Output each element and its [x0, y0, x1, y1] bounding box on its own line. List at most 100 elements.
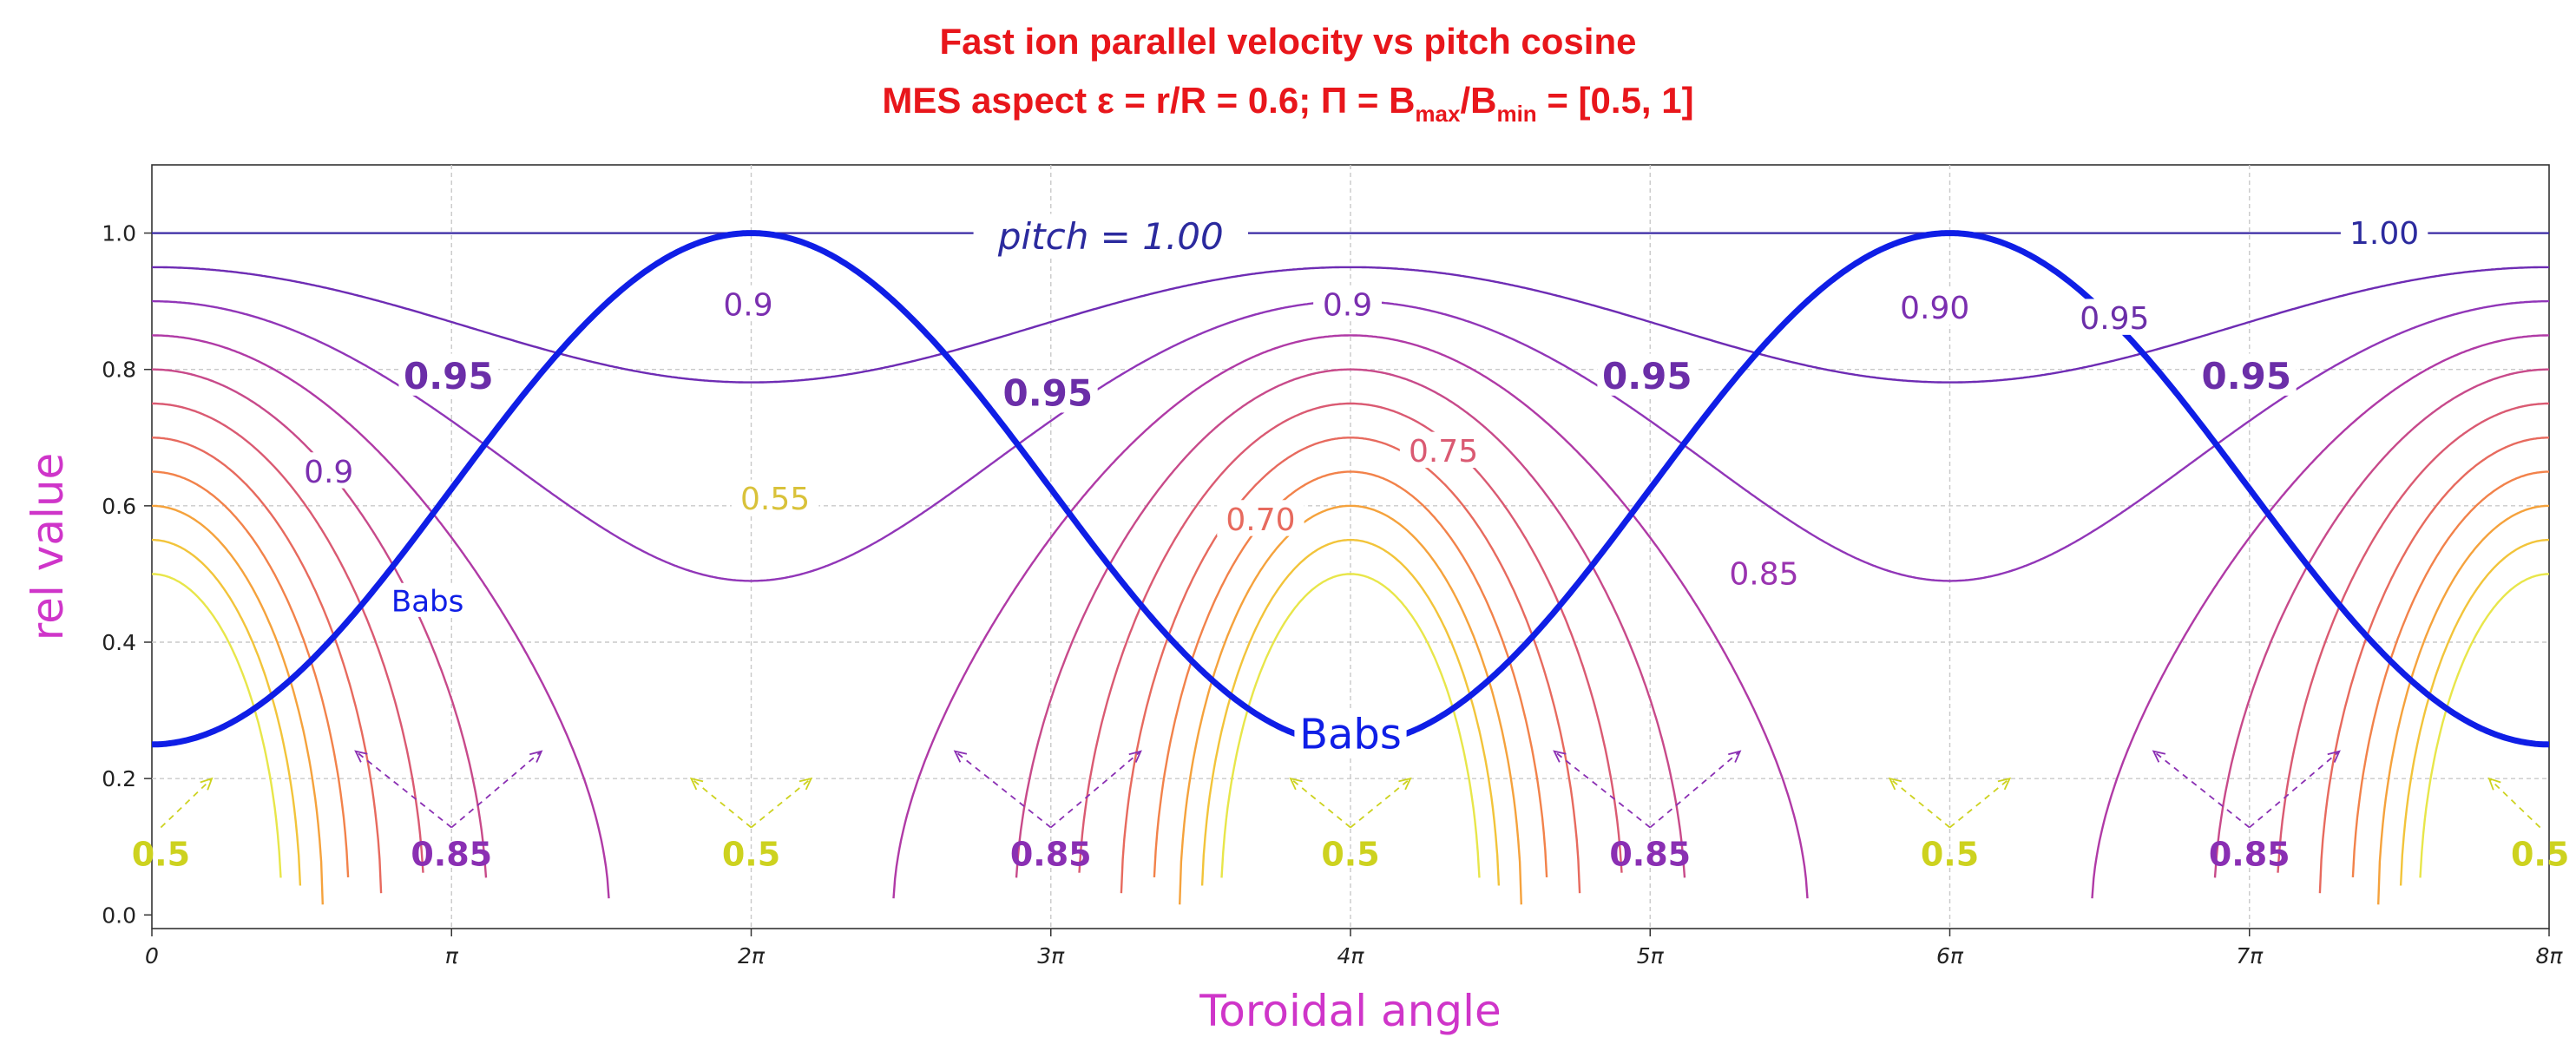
annotation-arrow-line	[954, 751, 1052, 829]
contour-label-bg	[398, 353, 499, 396]
annotation-label: 0.5	[1921, 836, 1979, 874]
pitch-contour-line	[2091, 334, 2549, 899]
contour-label-bg	[1217, 500, 1304, 536]
y-tick-label: 1.0	[102, 221, 136, 246]
axis-ticks: 0 π 2π 3π 4π 5π 6π 7π 8π 0.0 0.2 0.4 0.6 0.8 1.0	[102, 221, 2563, 968]
pitch-contour-line	[152, 334, 610, 899]
contour-labels: pitch = 1.00 1.00 0.9 0.9 0.90 0.95 0.95 0.95 0.…	[294, 213, 2428, 758]
annotation-arrow-head	[1728, 750, 1742, 763]
chart-subtitle: MES aspect ε = r/R = 0.6; Π = Bmax/Bmin …	[882, 80, 1693, 127]
pitch-contour-line	[2351, 470, 2549, 877]
pitch-contour-line	[2277, 402, 2549, 873]
y-tick-label: 0.8	[102, 358, 136, 383]
annotation-label: 0.85	[1010, 836, 1092, 874]
x-tick-label: 2π	[738, 943, 766, 968]
annotation-arrow-line	[1889, 778, 1951, 829]
annotation-arrow-line	[750, 778, 812, 829]
annotation-label: 0.85	[2209, 836, 2290, 874]
y-tick-label: 0.0	[102, 903, 136, 928]
pitch-contour-line	[1153, 470, 1548, 877]
annotation-arrow-line	[2249, 751, 2340, 829]
annotation-arrow-line	[690, 778, 752, 829]
contour-label-bg	[1399, 431, 1488, 469]
y-tick-label: 0.6	[102, 494, 136, 519]
annotation-arrow-line	[1290, 778, 1351, 829]
x-tick-label: 5π	[1637, 943, 1665, 968]
pitch-contour-line	[152, 504, 324, 905]
x-tick-label: 4π	[1337, 943, 1365, 968]
y-tick-label: 0.2	[102, 766, 136, 791]
annotation-arrow-line	[2152, 751, 2251, 829]
y-tick-label: 0.4	[102, 630, 136, 655]
annotation-arrow-head	[2327, 750, 2341, 763]
contour-label-bg	[1294, 708, 1407, 757]
contour-label-bg	[1597, 353, 1698, 396]
contour-label: Babs	[391, 584, 463, 619]
annotation-arrow-line	[1948, 778, 2011, 829]
contour-label: 0.75	[1409, 434, 1478, 469]
annotation-arrows: 0.5 0.85 0.5 0.85 0.5 0.85 0.5 0.85 0.5	[132, 750, 2569, 874]
pitch-contour-line	[1220, 573, 1481, 878]
pitch-contour-line	[2213, 368, 2549, 878]
pitch-contour-line	[2419, 573, 2549, 878]
contour-label-bg	[2340, 213, 2428, 250]
annotation-label: 0.5	[722, 836, 780, 874]
contour-label: 0.9	[1323, 287, 1372, 323]
annotation-arrow-head	[1553, 750, 1567, 763]
contour-label: 0.55	[740, 482, 810, 517]
y-axis-label: rel value	[23, 453, 73, 641]
x-tick-label: π	[445, 943, 459, 968]
annotation-arrow-head	[798, 777, 813, 791]
contour-label-bg	[997, 371, 1098, 413]
contour-label-bg	[2071, 299, 2159, 335]
contour-label-bg	[2196, 353, 2297, 396]
annotation-arrow-head	[354, 750, 368, 763]
annotation-arrow-head	[1128, 750, 1142, 763]
annotation-label: 0.5	[132, 836, 190, 874]
contour-label-bg	[385, 582, 470, 617]
annotation-arrow-line	[450, 751, 542, 829]
contour-label-bg	[713, 285, 783, 322]
pitch-contour-line	[152, 470, 350, 877]
annotation-arrow-line	[355, 751, 452, 829]
x-tick-label: 7π	[2236, 943, 2264, 968]
chart-title: Fast ion parallel velocity vs pitch cosi…	[940, 21, 1637, 62]
pitch-contour-line	[152, 266, 2549, 384]
pitch-contour-line	[1015, 368, 1686, 878]
annotation-label: 0.85	[411, 836, 492, 874]
contour-label: 0.90	[1900, 291, 1969, 326]
contour-label: 0.85	[1729, 557, 1798, 593]
contour-label: 1.00	[2349, 216, 2419, 252]
contour-label-bg	[973, 213, 1248, 256]
pitch-contour-line	[1120, 437, 1581, 894]
contour-label: Babs	[1299, 710, 1402, 758]
contour-label: 0.70	[1226, 502, 1295, 538]
pitch-contours	[152, 232, 2549, 905]
annotation-label: 0.5	[1321, 836, 1379, 874]
annotation-arrow-line	[2488, 778, 2541, 829]
annotation-label: 0.85	[1609, 836, 1691, 874]
x-tick-label: 3π	[1037, 943, 1065, 968]
contour-label-bg	[1313, 285, 1382, 322]
annotation-arrow-line	[1554, 751, 1651, 829]
contour-label: 0.95	[2201, 355, 2291, 397]
contour-label: 0.95	[1602, 355, 1692, 397]
pitch-contour-line	[152, 402, 424, 873]
contour-label: 0.95	[404, 355, 494, 397]
annotation-arrow-line	[160, 778, 213, 829]
annotation-arrow-head	[529, 750, 543, 763]
pitch-contour-line	[892, 334, 1809, 899]
contour-label-bg	[1891, 288, 1979, 325]
annotation-arrow-head	[1997, 777, 2012, 791]
contour-label: 0.95	[2080, 301, 2149, 337]
x-axis-label: Toroidal angle	[1199, 986, 1501, 1036]
annotation-arrow-head	[1888, 777, 1902, 791]
pitch-contour-line	[1179, 504, 1522, 905]
x-tick-label: 6π	[1936, 943, 1964, 968]
contour-label-bg	[731, 479, 819, 516]
annotation-arrow-head	[1289, 777, 1303, 791]
annotation-arrow-line	[1350, 778, 1411, 829]
annotation-arrow-head	[2152, 750, 2166, 763]
pitch-contour-line	[152, 437, 383, 894]
